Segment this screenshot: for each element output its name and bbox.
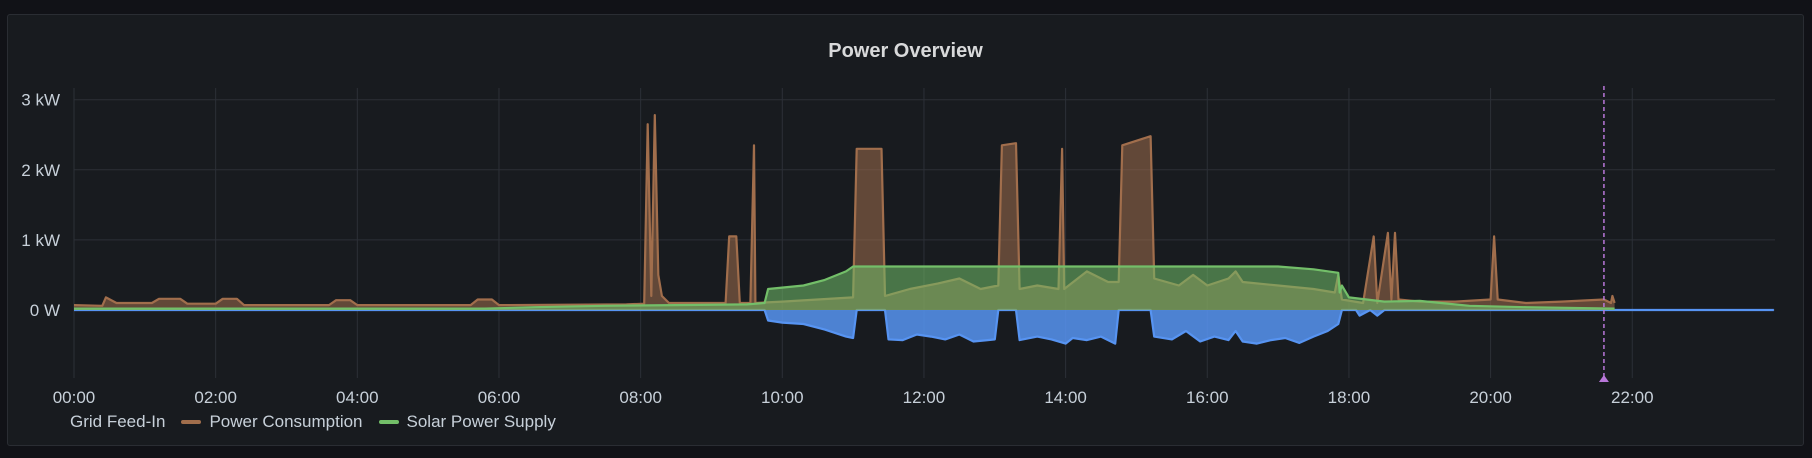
y-tick-label: 2 kW [21,161,60,180]
legend-swatch-power-consumption [181,420,202,424]
x-axis-labels: 00:00 02:00 04:00 06:00 08:00 10:00 12:00 14:00… [53,388,1654,407]
legend-label-grid-feed-in: Grid Feed-In [70,412,166,431]
y-tick-label: 0 W [30,301,60,320]
x-tick-label: 16:00 [1186,388,1229,407]
x-tick-label: 18:00 [1328,388,1371,407]
x-tick-label: 14:00 [1044,388,1087,407]
x-tick-label: 12:00 [903,388,946,407]
time-marker [1598,86,1609,382]
series-area-solar-power-supply[interactable] [74,266,1615,311]
y-axis-labels: 0 W 1 kW 2 kW 3 kW [21,91,60,320]
x-tick-label: 22:00 [1611,388,1654,407]
legend-item-power-consumption[interactable]: Power Consumption [181,412,363,432]
series-layer [73,114,1774,345]
x-tick-label: 10:00 [761,388,804,407]
x-tick-label: 08:00 [619,388,662,407]
legend-item-grid-feed-in[interactable]: Grid Feed-In [70,412,165,432]
chart-legend: Grid Feed-In Power Consumption Solar Pow… [70,412,572,432]
now-marker-arrow[interactable] [1598,375,1609,382]
series-area-grid-feed-in[interactable] [74,310,1774,344]
legend-label-solar-power-supply: Solar Power Supply [406,412,556,431]
legend-swatch-solar-power-supply [378,420,399,424]
y-tick-label: 1 kW [21,231,60,250]
x-tick-label: 04:00 [336,388,379,407]
legend-item-solar-power-supply[interactable]: Solar Power Supply [378,412,556,432]
x-tick-label: 20:00 [1469,388,1512,407]
legend-label-power-consumption: Power Consumption [209,412,363,431]
x-tick-label: 00:00 [53,388,96,407]
x-tick-label: 06:00 [478,388,521,407]
x-tick-label: 02:00 [194,388,237,407]
series-line-solar-power-supply[interactable] [74,265,1615,310]
y-tick-label: 3 kW [21,91,60,110]
power-overview-panel: Power Overview [7,14,1804,446]
panel-title: Power Overview [828,40,983,62]
